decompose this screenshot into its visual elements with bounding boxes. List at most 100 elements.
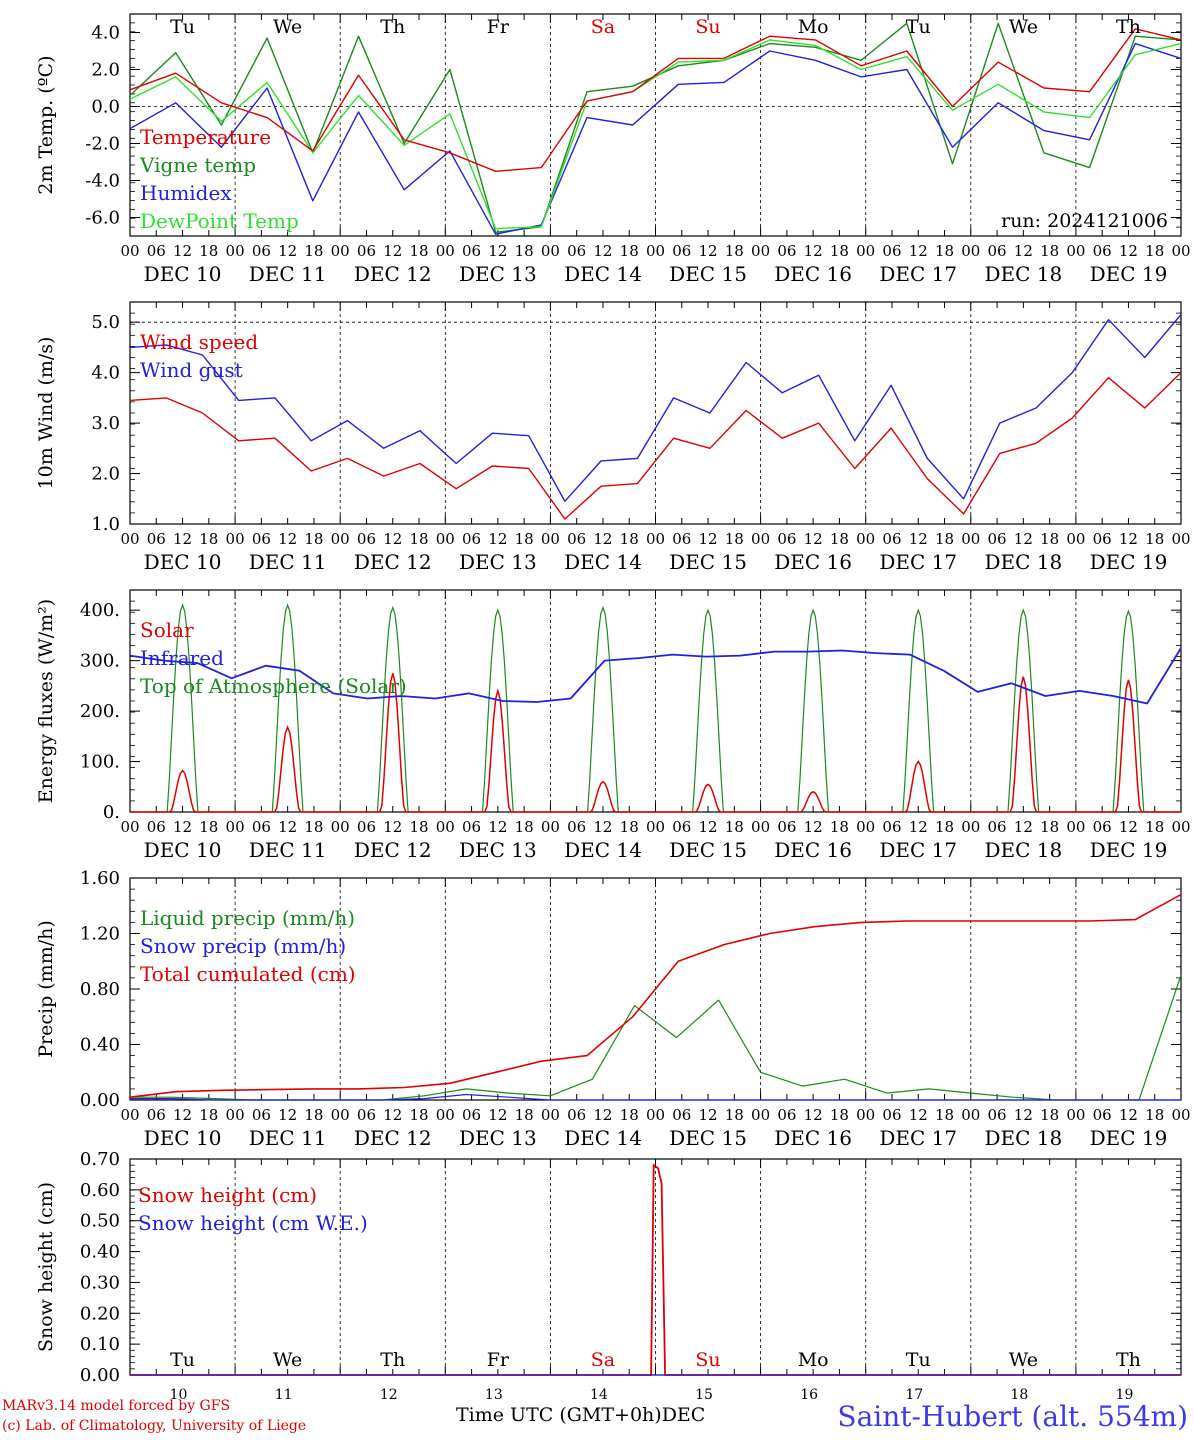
hour-tick-label: 18 xyxy=(304,1106,323,1124)
y-tick-label: -2.0 xyxy=(85,134,120,155)
hour-tick-label: 00 xyxy=(1171,818,1190,836)
hour-tick-label: 18 xyxy=(620,1106,639,1124)
weekday-label: Mo xyxy=(798,16,829,38)
y-tick-label: 0.40 xyxy=(80,1035,120,1056)
hour-tick-label: 06 xyxy=(252,1106,271,1124)
panel-4: 1.60 1.20 0.80 0.40 0.00 Precip (mm/h) Liquid … xyxy=(35,868,1182,1111)
date-label: DEC 19 xyxy=(1090,1126,1168,1150)
hour-tick-label: 00 xyxy=(120,530,139,548)
hour-tick-label: 06 xyxy=(777,1106,796,1124)
hour-tick-label: 00 xyxy=(646,530,665,548)
hour-tick-label: 12 xyxy=(699,530,718,548)
date-label: DEC 13 xyxy=(459,1126,537,1150)
weekday-label: Tu xyxy=(170,16,195,38)
hour-tick-label: 06 xyxy=(672,530,691,548)
weekday-label: Th xyxy=(380,16,405,38)
hour-tick-label: 00 xyxy=(120,242,139,260)
y-axis-label: Precip (mm/h) xyxy=(35,920,57,1058)
hour-tick-label: 06 xyxy=(357,242,376,260)
hour-tick-label: 00 xyxy=(751,818,770,836)
series-solar xyxy=(130,673,1181,813)
date-label: DEC 10 xyxy=(144,838,222,862)
panel-5: 0.70 0.60 0.50 0.40 0.30 0.20 0.10 0.00 Snow hei… xyxy=(35,1149,1182,1403)
hour-tick-label: 06 xyxy=(147,530,166,548)
hour-tick-label: 00 xyxy=(1066,242,1085,260)
hour-tick-label: 12 xyxy=(909,1106,928,1124)
y-tick-label: 1.60 xyxy=(80,868,120,889)
hour-tick-label: 18 xyxy=(515,242,534,260)
hour-tick-label: 12 xyxy=(173,530,192,548)
hour-tick-label: 00 xyxy=(1171,242,1190,260)
hour-tick-label: 06 xyxy=(252,818,271,836)
hour-tick-label: 06 xyxy=(462,530,481,548)
hour-tick-label: 18 xyxy=(830,242,849,260)
series-toa-solar xyxy=(130,603,1181,813)
hour-tick-label: 12 xyxy=(278,242,297,260)
hour-tick-label: 18 xyxy=(935,1106,954,1124)
date-label: DEC 13 xyxy=(459,550,537,574)
month-label: DEC xyxy=(661,1404,706,1426)
hour-tick-label: 12 xyxy=(173,818,192,836)
hour-tick-label: 00 xyxy=(436,530,455,548)
legend-entry: Snow height (cm) xyxy=(138,1183,317,1207)
hour-tick-label: 12 xyxy=(1119,818,1138,836)
hour-tick-label: 18 xyxy=(199,1106,218,1124)
day-number-label: 18 xyxy=(1010,1387,1028,1403)
date-label: DEC 14 xyxy=(564,262,642,286)
date-label: DEC 10 xyxy=(144,262,222,286)
hour-tick-label: 18 xyxy=(515,1106,534,1124)
date-label: DEC 12 xyxy=(354,1126,432,1150)
legend-entry: Vigne temp xyxy=(139,153,256,177)
hour-tick-label: 12 xyxy=(593,1106,612,1124)
hour-tick-label: 18 xyxy=(620,242,639,260)
hour-tick-label: 06 xyxy=(357,1106,376,1124)
hour-tick-label: 12 xyxy=(488,818,507,836)
hour-tick-label: 00 xyxy=(541,530,560,548)
legend-entry: Solar xyxy=(140,618,194,642)
weekday-label: We xyxy=(273,16,302,38)
lab-credit: (c) Lab. of Climatology, University of L… xyxy=(2,1418,307,1434)
hour-tick-label: 12 xyxy=(593,530,612,548)
hour-tick-label: 06 xyxy=(567,242,586,260)
hour-tick-label: 18 xyxy=(515,818,534,836)
weekday-label: We xyxy=(1009,16,1038,38)
hour-tick-label: 00 xyxy=(541,818,560,836)
day-number-label: 12 xyxy=(380,1387,398,1403)
date-label: DEC 18 xyxy=(984,262,1062,286)
hour-tick-label: 00 xyxy=(1066,530,1085,548)
hour-tick-label: 18 xyxy=(515,530,534,548)
model-credit: MARv3.14 model forced by GFS xyxy=(2,1398,231,1414)
hour-tick-label: 00 xyxy=(751,242,770,260)
legend-entry: Snow precip (mm/h) xyxy=(140,934,346,958)
hour-tick-label: 12 xyxy=(488,530,507,548)
date-label: DEC 16 xyxy=(774,550,852,574)
hour-tick-label: 06 xyxy=(1093,818,1112,836)
hour-tick-label: 12 xyxy=(488,1106,507,1124)
weekday-label: Fr xyxy=(487,1349,510,1371)
date-label: DEC 17 xyxy=(879,838,957,862)
y-tick-label: 0.80 xyxy=(80,979,120,1000)
hour-tick-label: 06 xyxy=(462,1106,481,1124)
weekday-label: Mo xyxy=(798,1349,829,1371)
date-label: DEC 15 xyxy=(669,838,747,862)
hour-tick-label: 12 xyxy=(173,242,192,260)
weekday-label: We xyxy=(273,1349,302,1371)
weekday-label: Su xyxy=(695,16,720,38)
date-label: DEC 12 xyxy=(354,838,432,862)
y-tick-label: 2.0 xyxy=(91,464,120,485)
hour-tick-label: 00 xyxy=(331,242,350,260)
hour-tick-label: 06 xyxy=(988,242,1007,260)
hour-tick-label: 00 xyxy=(856,242,875,260)
series-temperature xyxy=(129,28,1182,173)
date-label: DEC 18 xyxy=(984,1126,1062,1150)
hour-tick-label: 00 xyxy=(226,1106,245,1124)
hour-tick-label: 06 xyxy=(357,530,376,548)
hour-tick-label: 12 xyxy=(1119,242,1138,260)
y-tick-label: 300. xyxy=(80,651,120,672)
hour-tick-label: 18 xyxy=(935,530,954,548)
hour-tick-label: 00 xyxy=(436,1106,455,1124)
hour-tick-label: 06 xyxy=(882,1106,901,1124)
y-axis-label: 2m Temp. (ºC) xyxy=(35,55,57,194)
legend-entry: Wind gust xyxy=(140,358,243,382)
